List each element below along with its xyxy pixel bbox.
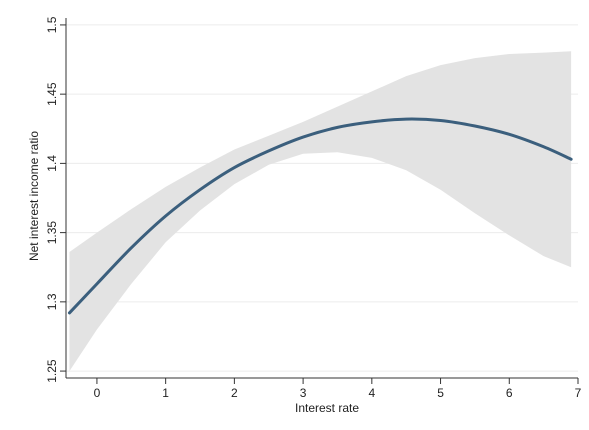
- y-tick-label-1: 1.3: [45, 293, 59, 310]
- x-ticks: 0 1 2 3 4 5 6 7: [94, 378, 582, 400]
- axes: [65, 18, 578, 379]
- x-axis-label: Interest rate: [295, 401, 359, 415]
- confidence-band: [69, 51, 572, 372]
- x-tick-label-6: 6: [506, 386, 513, 400]
- x-tick-label-1: 1: [162, 386, 169, 400]
- y-tick-label-5: 1.5: [45, 16, 59, 33]
- y-tick-label-0: 1.25: [45, 359, 59, 383]
- x-tick-label-0: 0: [94, 386, 101, 400]
- y-axis-label: Net interest income ratio: [27, 131, 41, 261]
- series-line-layer: [67, 117, 573, 315]
- x-tick-label-7: 7: [575, 386, 582, 400]
- y-tick-label-3: 1.4: [45, 155, 59, 172]
- fitted-line: [67, 117, 573, 315]
- y-tick-label-4: 1.45: [45, 82, 59, 106]
- x-tick-label-2: 2: [231, 386, 238, 400]
- x-tick-label-5: 5: [437, 386, 444, 400]
- y-tick-label-2: 1.35: [45, 221, 59, 245]
- confidence-band-layer: [69, 51, 572, 372]
- x-tick-label-3: 3: [300, 386, 307, 400]
- x-tick-label-4: 4: [368, 386, 375, 400]
- y-ticks: 1.25 1.3 1.35 1.4 1.45 1.5: [45, 16, 66, 383]
